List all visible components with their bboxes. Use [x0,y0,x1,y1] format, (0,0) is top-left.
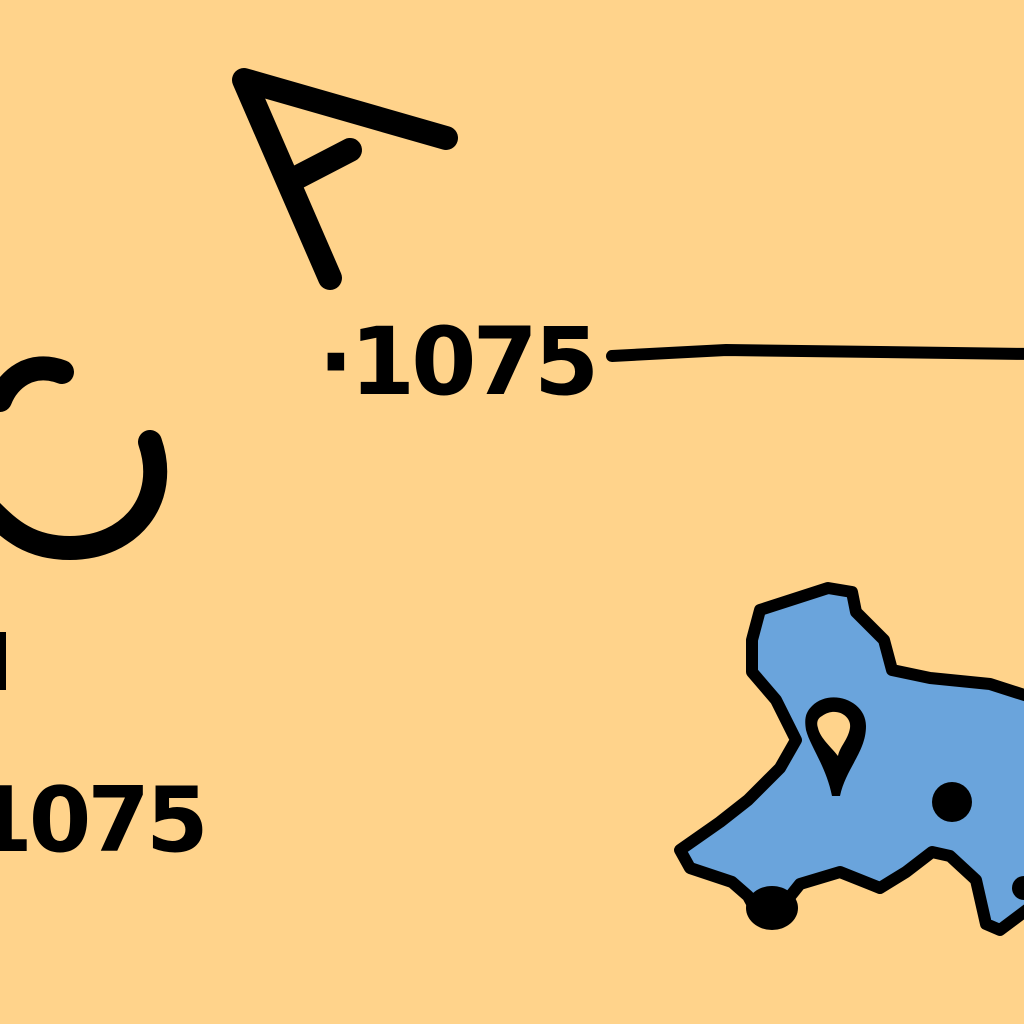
measure-line [606,343,1024,362]
letter-c-marker-icon [0,356,168,561]
shore-blob [746,886,798,930]
letter-a-marker-icon [232,68,458,290]
lake-dot [932,782,972,822]
island-icon [805,697,866,796]
edge-tick [0,632,6,690]
lake-dot [1012,876,1024,900]
bottom-readout: ·1075 [0,768,209,873]
top-readout: ·1075 [318,308,599,417]
lake-icon [674,582,1024,936]
